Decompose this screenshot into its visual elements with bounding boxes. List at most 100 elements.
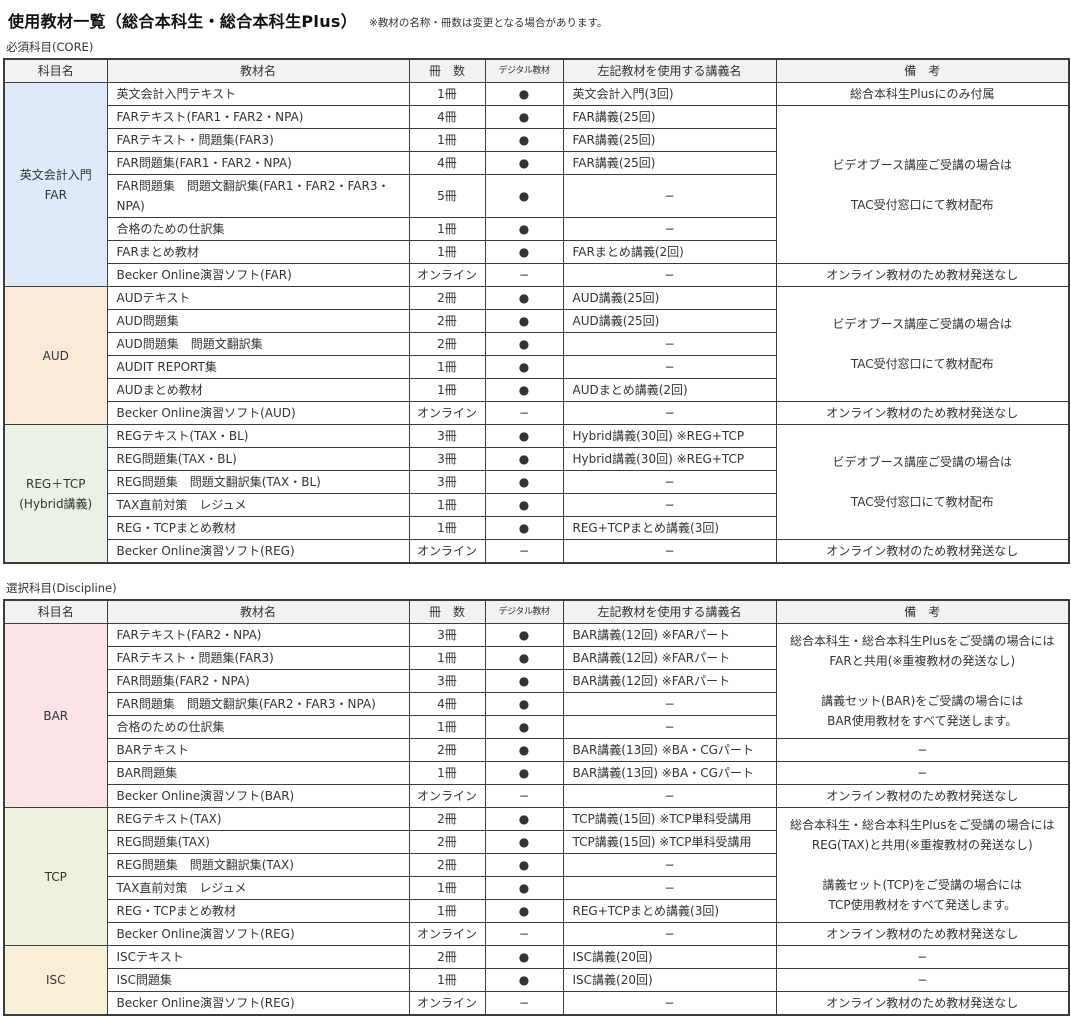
- material-name: REGテキスト(TAX・BL): [106, 424, 410, 448]
- lecture-name: −: [562, 853, 777, 877]
- digital-dot: ●: [484, 332, 564, 356]
- section-label-discipline: 選択科目(Discipline): [6, 581, 117, 595]
- lecture-name: −: [562, 263, 777, 287]
- material-name: FAR問題集 問題文翻訳集(FAR2・FAR3・NPA): [106, 692, 410, 716]
- remark: ビデオブース講座ご受講の場合は TAC受付窓口にて教材配布: [775, 286, 1070, 402]
- material-name: FARテキスト(FAR2・NPA): [106, 623, 410, 647]
- material-name: AUDまとめ教材: [106, 378, 410, 402]
- table-row: Becker Online演習ソフト(REG) オンライン − − オンライン教材のため…: [4, 991, 1070, 1016]
- header-row: 科目名 教材名冊 数デジタル教材 左記教材を使用する講義名備 考: [3, 58, 1070, 83]
- material-name: BARテキスト: [106, 738, 410, 762]
- remark: 総合本科生・総合本科生Plusをご受講の場合には REG(TAX)と共用(※重複…: [775, 807, 1070, 923]
- count: 1冊: [408, 715, 486, 739]
- material-name: Becker Online演習ソフト(REG): [106, 539, 410, 564]
- digital-dot: ●: [484, 738, 564, 762]
- lecture-name: 英文会計入門(3回): [562, 82, 777, 106]
- lecture-name: −: [562, 922, 777, 946]
- table-row: REG＋TCP (Hybrid講義) REGテキスト(TAX・BL) 3冊 ● Hybr…: [3, 424, 1070, 564]
- core-materials-table: 科目名 教材名冊 数デジタル教材 左記教材を使用する講義名備 考 英文会計入門 FA…: [3, 58, 1070, 564]
- digital-dot: ●: [484, 830, 564, 854]
- count: 3冊: [408, 447, 486, 471]
- digital-dot: ●: [484, 82, 564, 106]
- column-header: デジタル教材: [484, 58, 564, 83]
- material-name: REG・TCPまとめ教材: [106, 899, 410, 923]
- table-row: TCP REGテキスト(TAX) 2冊 ● TCP講義(15回) ※TCP単科受講用 総合…: [3, 807, 1070, 946]
- digital-dot: ●: [484, 968, 564, 992]
- lecture-name: AUD講義(25回): [562, 286, 777, 310]
- material-name: FAR問題集 問題文翻訳集(FAR1・FAR2・FAR3・NPA): [106, 174, 410, 218]
- lecture-name: −: [562, 991, 777, 1016]
- count: 1冊: [408, 82, 486, 106]
- count: オンライン: [408, 922, 486, 946]
- lecture-name: Hybrid講義(30回) ※REG+TCP: [562, 447, 777, 471]
- page-title: 使用教材一覧（総合本科生・総合本科生Plus）: [8, 12, 358, 31]
- digital-dot: ●: [484, 669, 564, 693]
- lecture-name: TCP講義(15回) ※TCP単科受講用: [562, 830, 777, 854]
- material-name: 合格のための仕訳集: [106, 217, 410, 241]
- material-name: REGテキスト(TAX): [106, 807, 410, 831]
- lecture-name: −: [562, 217, 777, 241]
- lecture-name: −: [562, 493, 777, 517]
- count: 2冊: [408, 945, 486, 969]
- material-name: AUD問題集: [106, 309, 410, 333]
- column-header: 冊 数: [408, 599, 486, 624]
- lecture-name: −: [562, 539, 777, 564]
- count: 2冊: [408, 332, 486, 356]
- lecture-name: FAR講義(25回): [562, 105, 777, 129]
- count: 1冊: [408, 355, 486, 379]
- digital-dot: ●: [484, 174, 564, 218]
- lecture-name: −: [562, 401, 777, 425]
- lecture-name: ISC講義(20回): [562, 968, 777, 992]
- remark: −: [775, 945, 1070, 969]
- table-row: BAR FARテキスト(FAR2・NPA) 3冊 ● BAR講義(12回) ※FARパー…: [3, 623, 1070, 808]
- material-name: FARテキスト・問題集(FAR3): [106, 128, 410, 152]
- digital-dot: ●: [484, 876, 564, 900]
- digital-dot: ●: [484, 378, 564, 402]
- digital-dot: ●: [484, 945, 564, 969]
- digital-dot: −: [484, 401, 564, 425]
- lecture-name: −: [562, 715, 777, 739]
- lecture-name: FAR講義(25回): [562, 151, 777, 175]
- column-header: 左記教材を使用する講義名: [562, 599, 777, 624]
- count: 1冊: [408, 240, 486, 264]
- count: 1冊: [408, 128, 486, 152]
- count: 3冊: [408, 470, 486, 494]
- table-row: FARテキスト(FAR1・FAR2・NPA) 4冊 ● FAR講義(25回) ビデオブー…: [4, 105, 1070, 264]
- material-name: FARテキスト・問題集(FAR3): [106, 646, 410, 670]
- remark: ビデオブース講座ご受講の場合は TAC受付窓口にて教材配布: [775, 105, 1070, 264]
- table-row: Becker Online演習ソフト(BAR) オンライン − − オンライン教材のため…: [4, 784, 1070, 808]
- count: 3冊: [408, 623, 486, 647]
- digital-dot: ●: [484, 516, 564, 540]
- table-row: 合格のための仕訳集 1冊 ● −: [4, 715, 1069, 739]
- table-row: FARまとめ教材 1冊 ● FARまとめ講義(2回): [4, 240, 1069, 264]
- digital-dot: ●: [484, 105, 564, 129]
- count: 4冊: [408, 692, 486, 716]
- lecture-name: Hybrid講義(30回) ※REG+TCP: [562, 424, 777, 448]
- material-name: Becker Online演習ソフト(REG): [106, 922, 410, 946]
- material-name: 合格のための仕訳集: [106, 715, 410, 739]
- count: 2冊: [408, 830, 486, 854]
- table-row: REG問題集 問題文翻訳集(TAX・BL) 3冊 ● −: [4, 470, 1069, 494]
- material-name: ISCテキスト: [106, 945, 410, 969]
- count: 1冊: [408, 646, 486, 670]
- remark: オンライン教材のため教材発送なし: [775, 922, 1070, 946]
- lecture-name: −: [562, 784, 777, 808]
- lecture-name: −: [562, 470, 777, 494]
- count: 1冊: [408, 217, 486, 241]
- material-name: REG問題集(TAX・BL): [106, 447, 410, 471]
- column-header: 左記教材を使用する講義名: [562, 58, 777, 83]
- subject-bar: BAR: [3, 623, 108, 808]
- table-row: FAR問題集(FAR1・FAR2・NPA) 4冊 ● FAR講義(25回): [4, 151, 1069, 175]
- table-row: REG問題集 問題文翻訳集(TAX) 2冊 ● −: [4, 853, 1069, 877]
- digital-dot: ●: [484, 807, 564, 831]
- material-name: Becker Online演習ソフト(BAR): [106, 784, 410, 808]
- count: オンライン: [408, 263, 486, 287]
- discipline-materials-table: 科目名 教材名冊 数デジタル教材 左記教材を使用する講義名備 考 BAR FARテキス…: [3, 599, 1070, 1016]
- title-note: ※教材の名称・冊数は変更となる場合があります。: [369, 17, 608, 29]
- lecture-name: BAR講義(13回) ※BA・CGパート: [562, 738, 777, 762]
- table-row: REG問題集(TAX・BL) 3冊 ● Hybrid講義(30回) ※REG+TCP: [4, 447, 1069, 471]
- material-name: REG問題集(TAX): [106, 830, 410, 854]
- digital-dot: −: [484, 922, 564, 946]
- remark: −: [775, 738, 1070, 762]
